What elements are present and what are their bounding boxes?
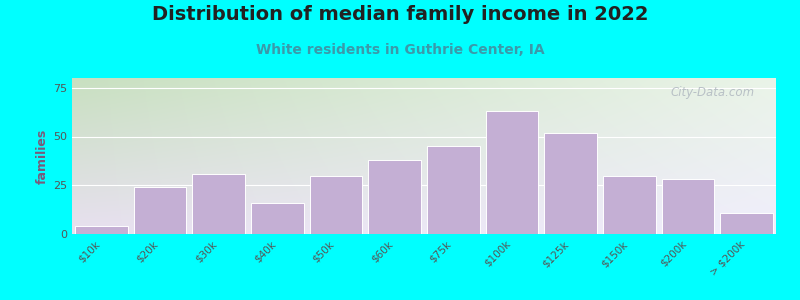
Bar <box>720 212 773 234</box>
Text: Distribution of median family income in 2022: Distribution of median family income in … <box>152 5 648 24</box>
Bar <box>544 133 597 234</box>
Y-axis label: families: families <box>36 128 49 184</box>
Bar <box>310 176 362 234</box>
Bar <box>486 111 538 234</box>
Bar <box>192 173 245 234</box>
Bar <box>75 226 128 234</box>
Bar <box>251 203 304 234</box>
Bar <box>662 179 714 234</box>
Text: White residents in Guthrie Center, IA: White residents in Guthrie Center, IA <box>256 43 544 57</box>
Bar <box>368 160 421 234</box>
Text: City-Data.com: City-Data.com <box>670 86 755 99</box>
Bar <box>427 146 480 234</box>
Bar <box>603 176 656 234</box>
Bar <box>134 187 186 234</box>
